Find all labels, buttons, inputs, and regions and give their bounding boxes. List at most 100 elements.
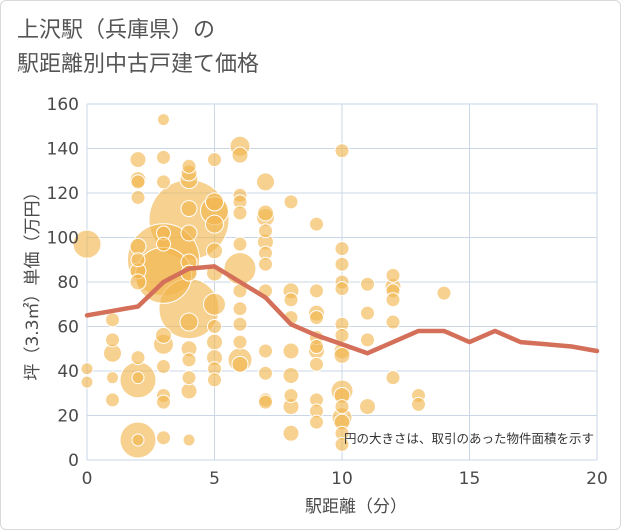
data-bubble [156,236,171,252]
x-tick-label: 20 [586,469,608,489]
data-bubble [334,256,350,272]
data-bubble [157,113,170,127]
data-bubble [180,382,198,400]
data-bubble [256,172,275,192]
data-bubble [206,333,223,351]
x-tick-label: 0 [82,469,93,489]
trend-layer [84,264,600,356]
data-bubble [106,371,119,385]
trend-line [84,264,600,356]
data-bubble [231,146,249,164]
data-bubble [232,301,248,317]
data-bubble [130,252,146,268]
data-bubble [80,362,94,376]
data-bubble [155,326,172,344]
data-bubble [207,319,222,334]
data-bubble [156,394,171,410]
data-bubble [283,292,299,308]
data-bubble [232,236,248,252]
data-bubble [156,149,171,165]
data-bubble [231,355,249,373]
data-bubble [131,371,145,385]
data-bubble [130,350,146,366]
data-bubble [232,334,248,350]
y-tick-label: 80 [57,273,79,293]
data-bubble [309,339,324,355]
data-bubble [131,433,145,447]
data-bubble [205,192,224,212]
data-bubble [283,194,299,210]
data-bubble [129,237,147,255]
data-bubble [203,292,226,316]
data-bubble [334,281,350,297]
data-bubble [156,174,171,190]
data-bubble [309,283,324,299]
data-bubble [130,189,146,205]
size-note: 円の大きさは、取引のあった物件面積を示す [344,431,594,446]
data-bubble [411,396,426,412]
data-bubble [309,356,324,372]
data-bubble [105,392,120,408]
data-bubble [282,366,300,384]
data-bubble [257,204,274,222]
data-bubble [181,370,197,386]
data-bubble [385,267,401,283]
y-axis-label: 坪（3.3㎡）単価（万円） [23,183,43,380]
data-bubble [129,273,147,291]
data-bubble [282,424,300,442]
chart-title: 上沢駅（兵庫県）の 駅距離別中古戸建て価格 [17,18,260,77]
x-tick-label: 10 [331,469,353,489]
data-bubble [309,216,324,232]
data-bubble [258,394,273,410]
data-bubble [334,399,350,415]
data-bubble [360,305,375,321]
data-bubble [258,343,273,359]
x-tick-label: 15 [459,469,481,489]
y-tick-label: 0 [68,451,79,471]
data-bubble [72,229,102,259]
data-bubble [258,365,273,381]
data-bubble [181,158,197,174]
data-bubble [334,143,350,159]
data-bubble [105,332,120,348]
y-tick-label: 100 [47,229,79,249]
data-bubble [359,398,376,416]
data-bubble [282,342,300,360]
y-tick-label: 60 [57,318,79,338]
bubble-layer [72,113,452,459]
data-bubble [232,316,248,332]
data-bubble [436,285,452,301]
data-bubble [360,276,375,292]
data-bubble [309,414,324,430]
data-bubble [156,430,171,446]
y-tick-label: 40 [57,362,79,382]
data-bubble [385,314,401,330]
data-bubble [207,372,222,388]
data-bubble [334,436,350,452]
y-tick-label: 140 [47,140,79,160]
data-bubble [309,310,324,326]
data-bubble [80,375,94,389]
data-bubble [180,200,198,218]
data-bubble [206,242,223,260]
data-bubble [105,312,120,328]
data-bubble [156,359,171,375]
data-bubble [334,241,350,257]
data-bubble [333,346,351,364]
x-tick-label: 5 [209,469,220,489]
x-axis-label: 駅距離（分） [305,497,407,517]
data-bubble [130,174,146,190]
data-bubble [179,312,199,332]
data-bubble [385,370,401,386]
data-bubble [258,223,273,239]
data-bubble [129,151,147,169]
data-bubble [283,387,299,403]
tick-labels: 0 20 40 60 80 100 120 140 160 0 5 10 15 20 [47,95,608,489]
y-tick-label: 20 [57,407,79,427]
data-bubble [232,205,248,221]
y-tick-label: 120 [47,184,79,204]
data-bubble [207,152,222,168]
data-bubble [181,352,197,368]
